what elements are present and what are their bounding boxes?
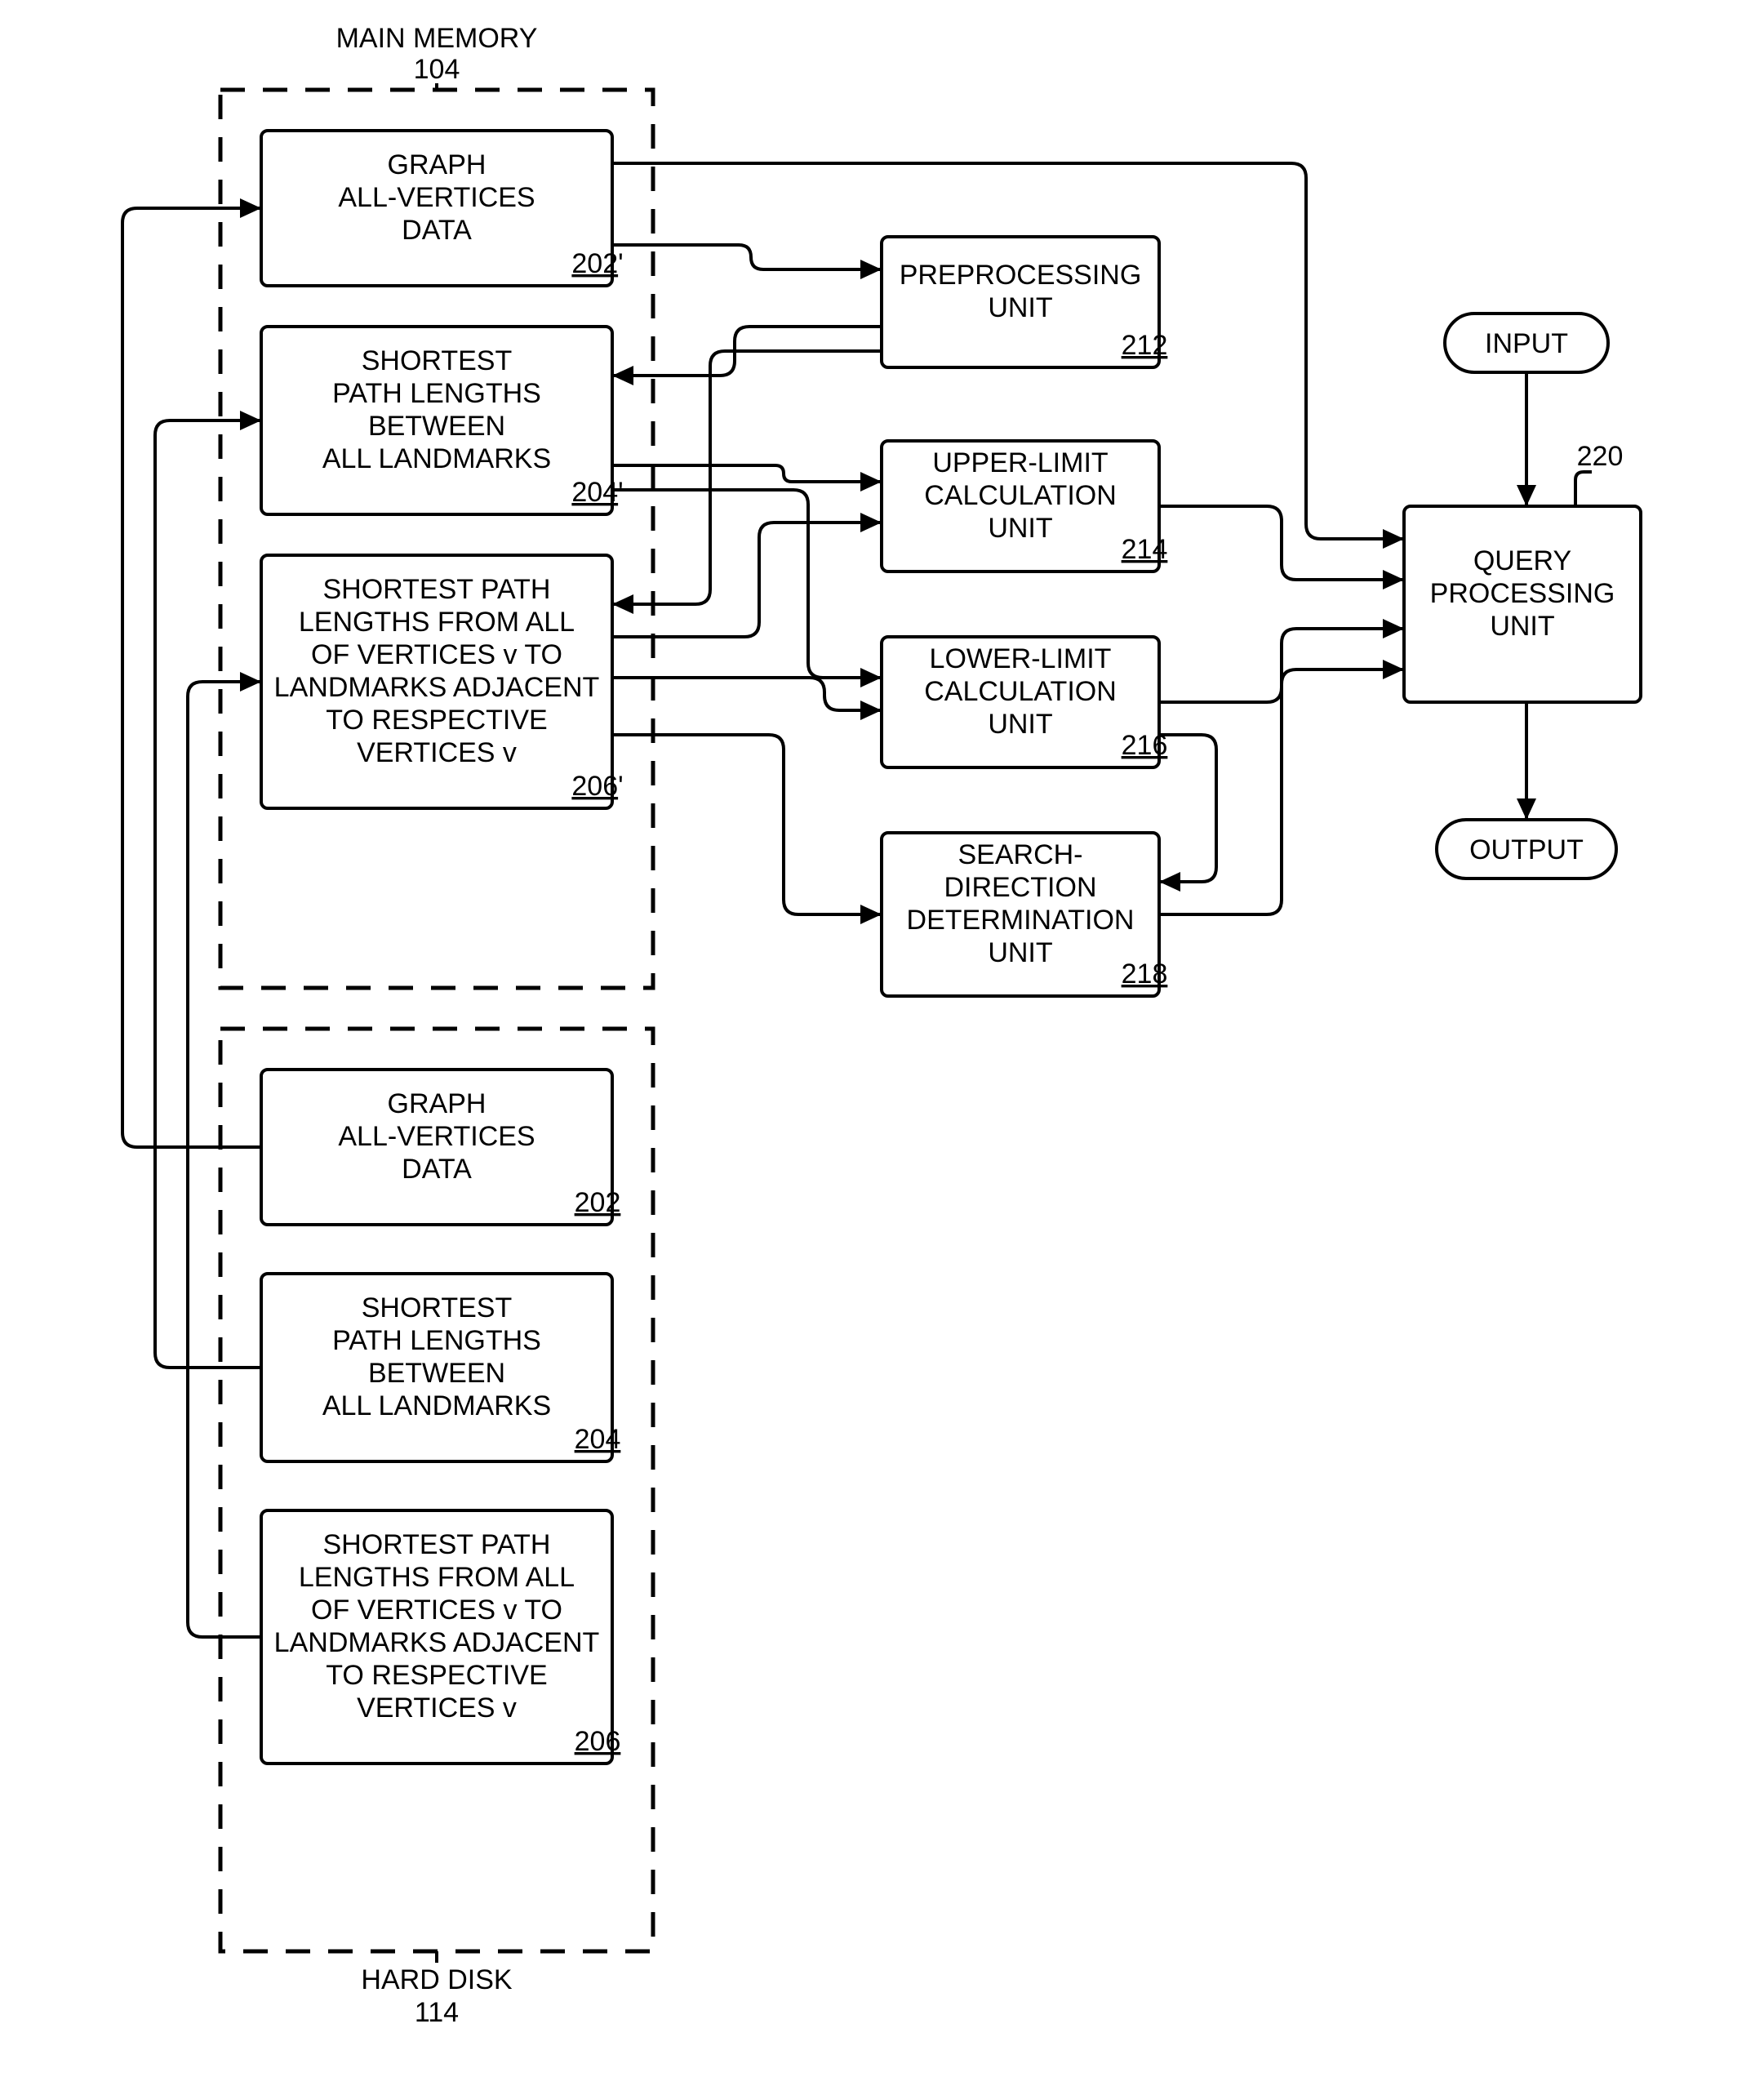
hd202-ref: 202 [575, 1187, 621, 1218]
search-line-3: UNIT [988, 937, 1052, 968]
upper-ref: 214 [1122, 534, 1168, 565]
upper-line-2: UNIT [988, 513, 1052, 544]
main_memory-label: MAIN MEMORY [336, 23, 538, 54]
mm206-line-1: LENGTHS FROM ALL [299, 607, 575, 638]
mm206-line-5: VERTICES v [357, 737, 517, 768]
hd206-line-4: TO RESPECTIVE [326, 1660, 547, 1691]
pre-ref: 212 [1122, 330, 1168, 361]
mm206-line-0: SHORTEST PATH [323, 574, 551, 605]
search-line-2: DETERMINATION [907, 905, 1135, 936]
hd202-line-0: GRAPH [388, 1088, 487, 1119]
hd206-line-1: LENGTHS FROM ALL [299, 1562, 575, 1593]
hd204-line-1: PATH LENGTHS [332, 1325, 541, 1356]
mm202-line-1: ALL-VERTICES [338, 182, 535, 213]
lower-line-1: CALCULATION [924, 676, 1117, 707]
pre-line-1: UNIT [988, 292, 1052, 323]
edge-hd206-mm206 [188, 682, 261, 1637]
svg-text:HARD DISK: HARD DISK [361, 1964, 512, 1995]
hd204-line-2: BETWEEN [368, 1358, 505, 1389]
mm206-line-4: TO RESPECTIVE [326, 705, 547, 736]
mm204-line-2: BETWEEN [368, 411, 505, 442]
hd206-line-3: LANDMARKS ADJACENT [274, 1627, 600, 1658]
query-ref: 220 [1577, 441, 1624, 472]
hd202-line-1: ALL-VERTICES [338, 1121, 535, 1152]
lower-line-0: LOWER-LIMIT [930, 643, 1112, 674]
mm204-line-1: PATH LENGTHS [332, 378, 541, 409]
upper-line-0: UPPER-LIMIT [932, 447, 1108, 478]
pre-line-0: PREPROCESSING [900, 260, 1142, 291]
hd206-line-5: VERTICES v [357, 1692, 517, 1724]
hd204-line-3: ALL LANDMARKS [322, 1390, 551, 1421]
input-label: INPUT [1485, 328, 1568, 359]
search-line-1: DIRECTION [944, 872, 1097, 903]
mm202-line-2: DATA [402, 215, 472, 246]
hd206-line-0: SHORTEST PATH [323, 1529, 551, 1560]
upper-line-1: CALCULATION [924, 480, 1117, 511]
search-line-0: SEARCH- [958, 839, 1082, 870]
mm204-line-3: ALL LANDMARKS [322, 443, 551, 474]
query-line-1: PROCESSING [1430, 578, 1615, 609]
mm202-line-0: GRAPH [388, 149, 487, 180]
lower-line-2: UNIT [988, 709, 1052, 740]
mm206-line-2: OF VERTICES v TO [311, 639, 562, 670]
hd202-line-2: DATA [402, 1154, 472, 1185]
hd206-line-2: OF VERTICES v TO [311, 1595, 562, 1626]
edge-hd204-mm204 [155, 420, 261, 1368]
mm202-ref: 202' [571, 248, 623, 279]
main_memory-ref: 104 [414, 54, 460, 85]
query-line-2: UNIT [1490, 611, 1554, 642]
mm206-line-3: LANDMARKS ADJACENT [274, 672, 600, 703]
query-line-0: QUERY [1473, 545, 1571, 576]
hd204-line-0: SHORTEST [362, 1292, 513, 1323]
output-label: OUTPUT [1469, 834, 1584, 865]
mm204-ref: 204' [571, 477, 623, 508]
mm204-line-0: SHORTEST [362, 345, 513, 376]
hd206-ref: 206 [575, 1726, 621, 1757]
svg-text:114: 114 [415, 1997, 459, 2028]
hd204-ref: 204 [575, 1424, 621, 1455]
search-ref: 218 [1122, 959, 1168, 990]
mm206-ref: 206' [571, 771, 623, 802]
